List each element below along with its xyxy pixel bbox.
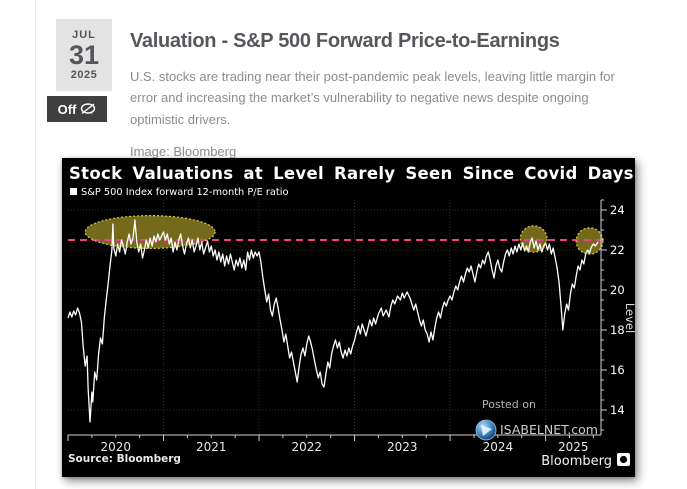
x-tick-label: 2024	[483, 440, 514, 454]
y-tick-label: 20	[610, 283, 625, 297]
post-title[interactable]: Valuation - S&P 500 Forward Price-to-Ear…	[130, 30, 560, 52]
y-tick-label: 14	[610, 403, 625, 417]
bloomberg-logo-glyph	[619, 455, 628, 464]
post-date-day: 31	[68, 39, 100, 70]
y-tick-label: 16	[610, 363, 625, 377]
comments-off-icon	[81, 102, 96, 115]
chart-image[interactable]: 14 16 18 20 22 24 Level 2020 2021 2022 2023 2024 202…	[62, 158, 635, 477]
highlight-ellipse-border	[84, 214, 216, 249]
x-tick-label: 2020	[100, 440, 131, 454]
y-tick-label: 22	[610, 243, 625, 257]
comments-off-badge: Off	[47, 96, 107, 122]
highlight-ellipse-border	[519, 225, 548, 253]
y-axis-title: Level	[623, 303, 635, 333]
column-divider	[35, 0, 36, 489]
post-date-year: 2025	[70, 68, 98, 81]
post-date-badge: JUL 31 2025	[56, 19, 112, 91]
post-description: U.S. stocks are trading near their post-…	[130, 69, 615, 127]
image-caption: Image: Bloomberg	[130, 144, 237, 160]
isabelnet-logo-swirl	[481, 425, 492, 436]
series-line	[67, 219, 599, 423]
y-tick-label: 18	[610, 323, 625, 337]
post-date-month: JUL	[72, 28, 96, 41]
highlight-ellipse-border	[575, 227, 604, 255]
comments-off-label: Off	[57, 101, 77, 117]
x-tick-label: 2022	[292, 440, 323, 454]
source-label: Source: Bloomberg	[68, 453, 181, 465]
post-content: Valuation - S&P 500 Forward Price-to-Ear…	[130, 0, 670, 159]
highlight-ellipse-fill	[85, 215, 216, 249]
legend-label: S&P 500 Index forward 12-month P/E ratio	[81, 187, 288, 198]
x-tick-label: 2021	[196, 440, 227, 454]
chart-title: Stock Valuations at Level Rarely Seen Si…	[69, 164, 634, 183]
watermark-site: ISABELNET.com	[500, 422, 598, 437]
highlight-ellipse-fill	[576, 227, 603, 255]
watermark-posted-on: Posted on	[482, 398, 536, 411]
brand-label: Bloomberg	[541, 454, 612, 469]
legend-marker	[70, 188, 77, 195]
y-tick-label: 24	[610, 203, 625, 217]
x-tick-label: 2025	[558, 440, 589, 454]
x-tick-label: 2023	[387, 440, 418, 454]
